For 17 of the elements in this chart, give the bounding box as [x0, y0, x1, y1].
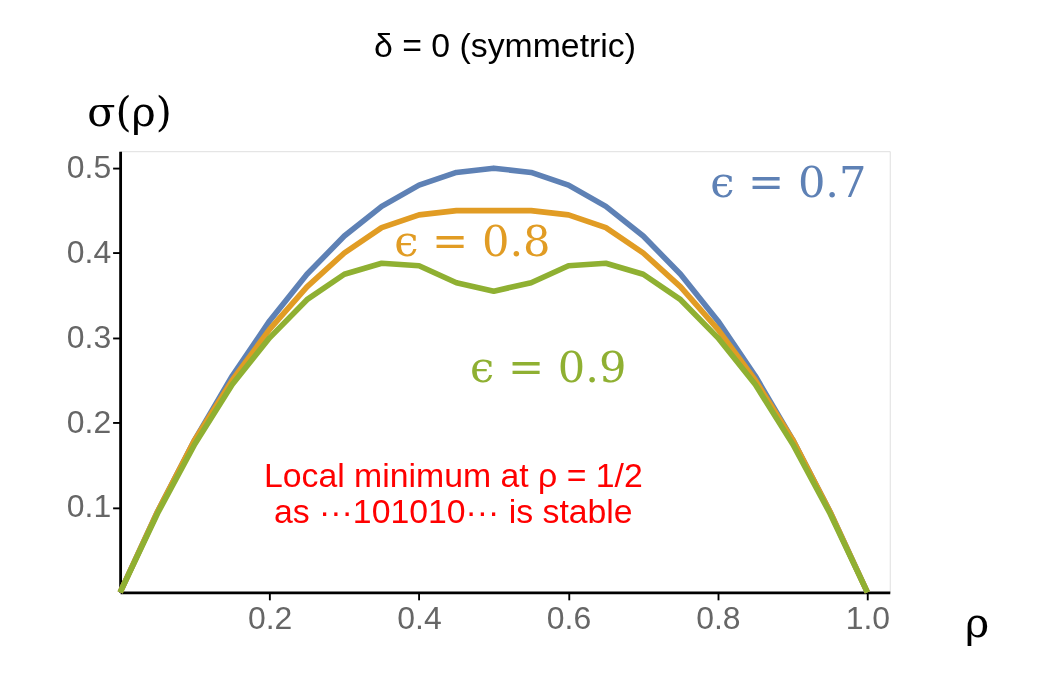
x-axis-title: ρ	[964, 599, 990, 648]
y-tick-label: 0.4	[66, 233, 112, 270]
series-label: ϵ = 0.8	[394, 215, 551, 266]
x-tick-label: 0.2	[247, 600, 293, 637]
chart-title: δ = 0 (symmetric)	[374, 26, 636, 65]
series-label: ϵ = 0.7	[710, 156, 867, 207]
y-tick-label: 0.1	[66, 488, 112, 525]
annotation: Local minimum at ρ = 1/2 as ···101010··· is stable	[263, 456, 643, 530]
series-label: ϵ = 0.9	[470, 342, 627, 393]
y-tick-label: 0.5	[66, 149, 112, 186]
y-axis-title: σ(ρ)	[87, 87, 172, 136]
x-tick-label: 1.0	[845, 600, 891, 637]
x-tick-label: 0.8	[696, 600, 741, 637]
x-tick-label: 0.4	[397, 600, 442, 637]
y-tick-label: 0.3	[66, 318, 112, 355]
x-tick-label: 0.6	[546, 600, 592, 637]
y-tick-label: 0.2	[66, 403, 112, 440]
